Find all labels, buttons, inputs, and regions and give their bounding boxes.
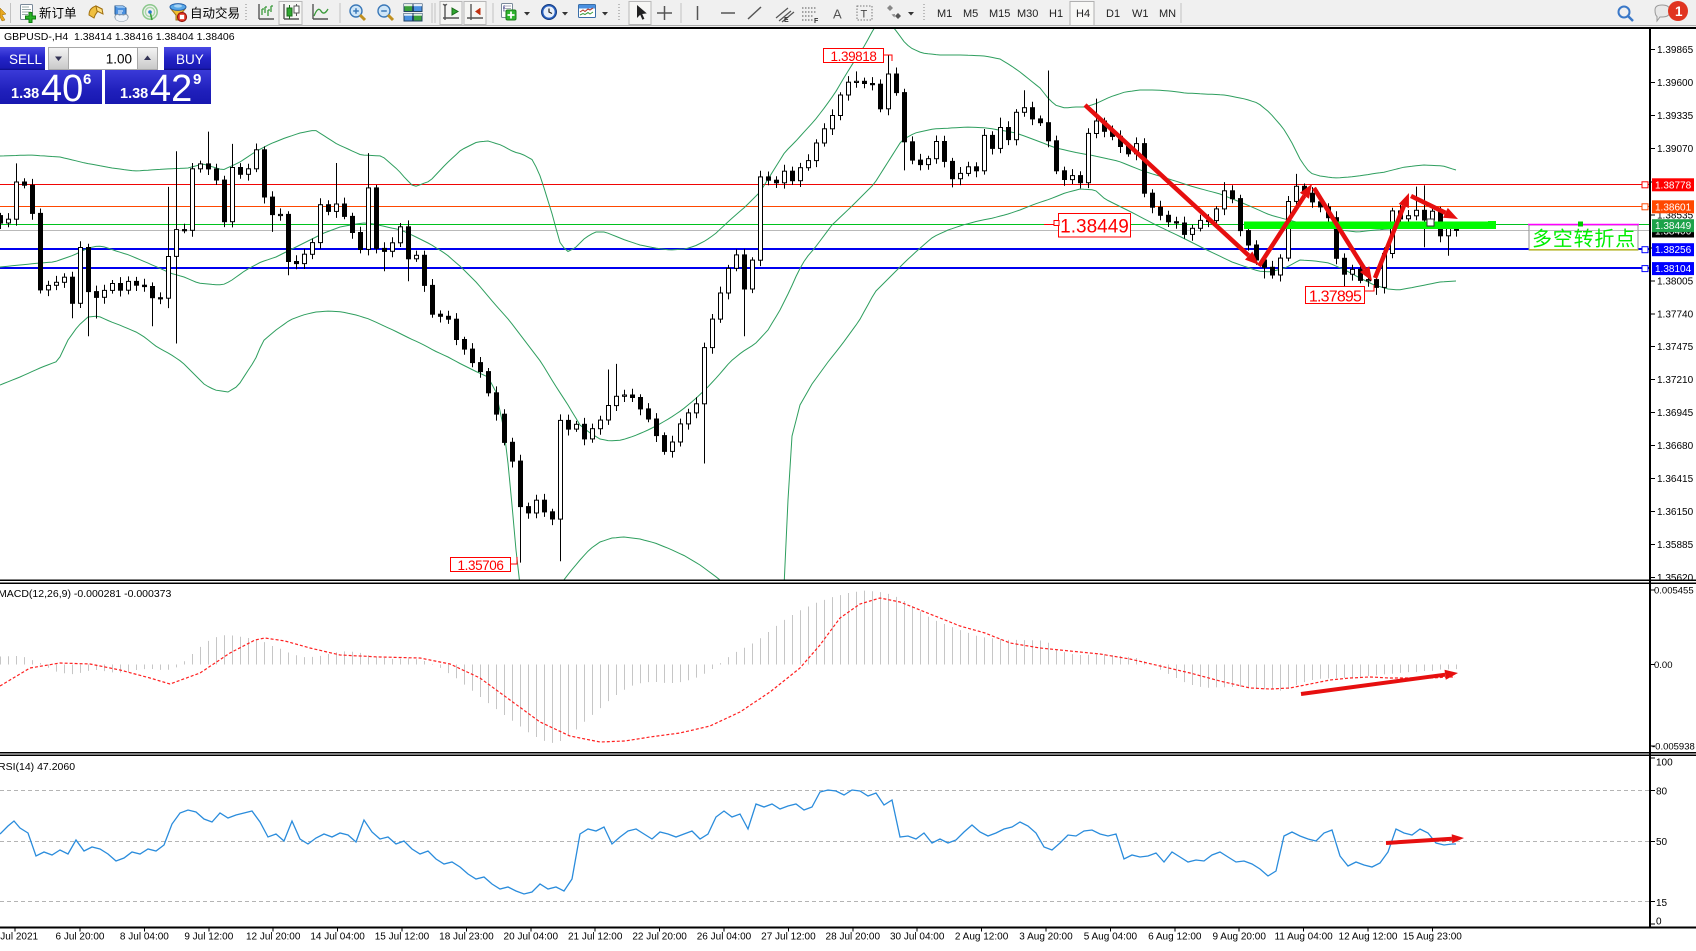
svg-text:8 Jul 04:00: 8 Jul 04:00 [120, 932, 169, 943]
svg-text:1.35620: 1.35620 [1657, 573, 1694, 584]
svg-text:1.38449: 1.38449 [1655, 221, 1692, 232]
svg-text:1.39818: 1.39818 [831, 49, 877, 64]
svg-text:0.00: 0.00 [1654, 660, 1673, 671]
svg-text:40: 40 [41, 68, 83, 104]
svg-text:9 Jul 12:00: 9 Jul 12:00 [184, 932, 233, 943]
svg-text:自动交易: 自动交易 [190, 6, 240, 21]
svg-text:6: 6 [83, 71, 91, 88]
svg-text:6 Jul 20:00: 6 Jul 20:00 [56, 932, 105, 943]
svg-text:1.35885: 1.35885 [1657, 540, 1694, 551]
svg-text:21 Jul 12:00: 21 Jul 12:00 [568, 932, 623, 943]
svg-text:20 Jul 04:00: 20 Jul 04:00 [504, 932, 559, 943]
svg-text:1.38: 1.38 [11, 86, 39, 102]
svg-text:1.38: 1.38 [120, 86, 148, 102]
svg-text:1.39335: 1.39335 [1657, 111, 1694, 122]
svg-text:RSI(14) 47.2060: RSI(14) 47.2060 [0, 761, 75, 773]
svg-text:1.38535: 1.38535 [1657, 211, 1694, 222]
svg-text:1.38601: 1.38601 [1655, 202, 1692, 213]
svg-text:50: 50 [1656, 837, 1668, 848]
svg-text:5 Aug 04:00: 5 Aug 04:00 [1084, 932, 1138, 943]
svg-text:1.37475: 1.37475 [1657, 342, 1694, 353]
svg-text:0: 0 [1656, 917, 1662, 928]
svg-text:9 Aug 20:00: 9 Aug 20:00 [1213, 932, 1267, 943]
svg-text:9: 9 [193, 71, 201, 88]
svg-text:15 Jul 12:00: 15 Jul 12:00 [375, 932, 430, 943]
svg-text:15 Aug 23:00: 15 Aug 23:00 [1403, 932, 1462, 943]
svg-text:SELL: SELL [9, 52, 43, 67]
svg-text:f: f [503, 6, 505, 13]
svg-text:1.36945: 1.36945 [1657, 408, 1694, 419]
svg-text:100: 100 [1656, 758, 1673, 769]
svg-text:1.36150: 1.36150 [1657, 507, 1694, 518]
svg-text:12 Jul 20:00: 12 Jul 20:00 [246, 932, 301, 943]
svg-text:1.38449: 1.38449 [1060, 217, 1129, 238]
svg-text:MN: MN [1159, 8, 1176, 20]
svg-text:M15: M15 [989, 8, 1010, 20]
svg-text:1.38256: 1.38256 [1655, 245, 1692, 256]
svg-text:14 Jul 04:00: 14 Jul 04:00 [310, 932, 365, 943]
svg-text:15: 15 [1656, 898, 1668, 909]
svg-text:MACD(12,26,9) -0.000281 -0.000: MACD(12,26,9) -0.000281 -0.000373 [0, 588, 172, 600]
svg-text:H4: H4 [1076, 8, 1090, 20]
svg-text:M5: M5 [963, 8, 978, 20]
svg-text:1.37895: 1.37895 [1309, 288, 1362, 305]
svg-text:1.36680: 1.36680 [1657, 441, 1694, 452]
svg-text:D1: D1 [1106, 8, 1120, 20]
svg-text:BUY: BUY [176, 52, 204, 67]
svg-text:80: 80 [1656, 787, 1668, 798]
svg-text:1.36415: 1.36415 [1657, 474, 1694, 485]
svg-text:12 Aug 12:00: 12 Aug 12:00 [1339, 932, 1398, 943]
svg-text:22 Jul 20:00: 22 Jul 20:00 [632, 932, 687, 943]
svg-text:26 Jul 04:00: 26 Jul 04:00 [697, 932, 752, 943]
svg-text:6 Aug 12:00: 6 Aug 12:00 [1148, 932, 1202, 943]
svg-text:多空转折点: 多空转折点 [1532, 228, 1636, 251]
svg-text:1.38104: 1.38104 [1655, 264, 1692, 275]
svg-text:-0.005938: -0.005938 [1652, 741, 1695, 752]
svg-text:2 Aug 12:00: 2 Aug 12:00 [955, 932, 1009, 943]
svg-text:1: 1 [1675, 4, 1683, 19]
svg-text:1.39865: 1.39865 [1657, 45, 1694, 56]
svg-text:18 Jul 23:00: 18 Jul 23:00 [439, 932, 494, 943]
svg-text:1.00: 1.00 [106, 52, 132, 67]
svg-text:W1: W1 [1132, 8, 1149, 20]
svg-text:1.37210: 1.37210 [1657, 375, 1694, 386]
svg-text:1.38005: 1.38005 [1657, 276, 1694, 287]
svg-text:A: A [833, 7, 842, 22]
svg-text:T: T [861, 9, 868, 21]
svg-text:42: 42 [150, 68, 192, 104]
svg-text:5 Jul 2021: 5 Jul 2021 [0, 932, 39, 943]
svg-text:GBPUSD-,H4 1.38414 1.38416 1.: GBPUSD-,H4 1.38414 1.38416 1.38404 1.384… [4, 31, 235, 43]
svg-text:1.38778: 1.38778 [1655, 180, 1692, 191]
svg-text:1.35706: 1.35706 [458, 558, 504, 573]
svg-text:27 Jul 12:00: 27 Jul 12:00 [761, 932, 816, 943]
svg-text:30 Jul 04:00: 30 Jul 04:00 [890, 932, 945, 943]
svg-text:28 Jul 20:00: 28 Jul 20:00 [826, 932, 881, 943]
svg-text:1.39600: 1.39600 [1657, 78, 1694, 89]
svg-text:新订单: 新订单 [39, 6, 77, 21]
svg-text:3 Aug 20:00: 3 Aug 20:00 [1019, 932, 1073, 943]
svg-text:H1: H1 [1049, 8, 1063, 20]
svg-text:11 Aug 04:00: 11 Aug 04:00 [1274, 932, 1333, 943]
svg-text:E: E [784, 17, 789, 24]
svg-text:M30: M30 [1017, 8, 1038, 20]
svg-text:1.39070: 1.39070 [1657, 144, 1694, 155]
svg-text:M1: M1 [937, 8, 952, 20]
svg-text:0.005455: 0.005455 [1654, 586, 1694, 597]
svg-text:1.37740: 1.37740 [1657, 309, 1694, 320]
svg-text:F: F [814, 18, 819, 25]
